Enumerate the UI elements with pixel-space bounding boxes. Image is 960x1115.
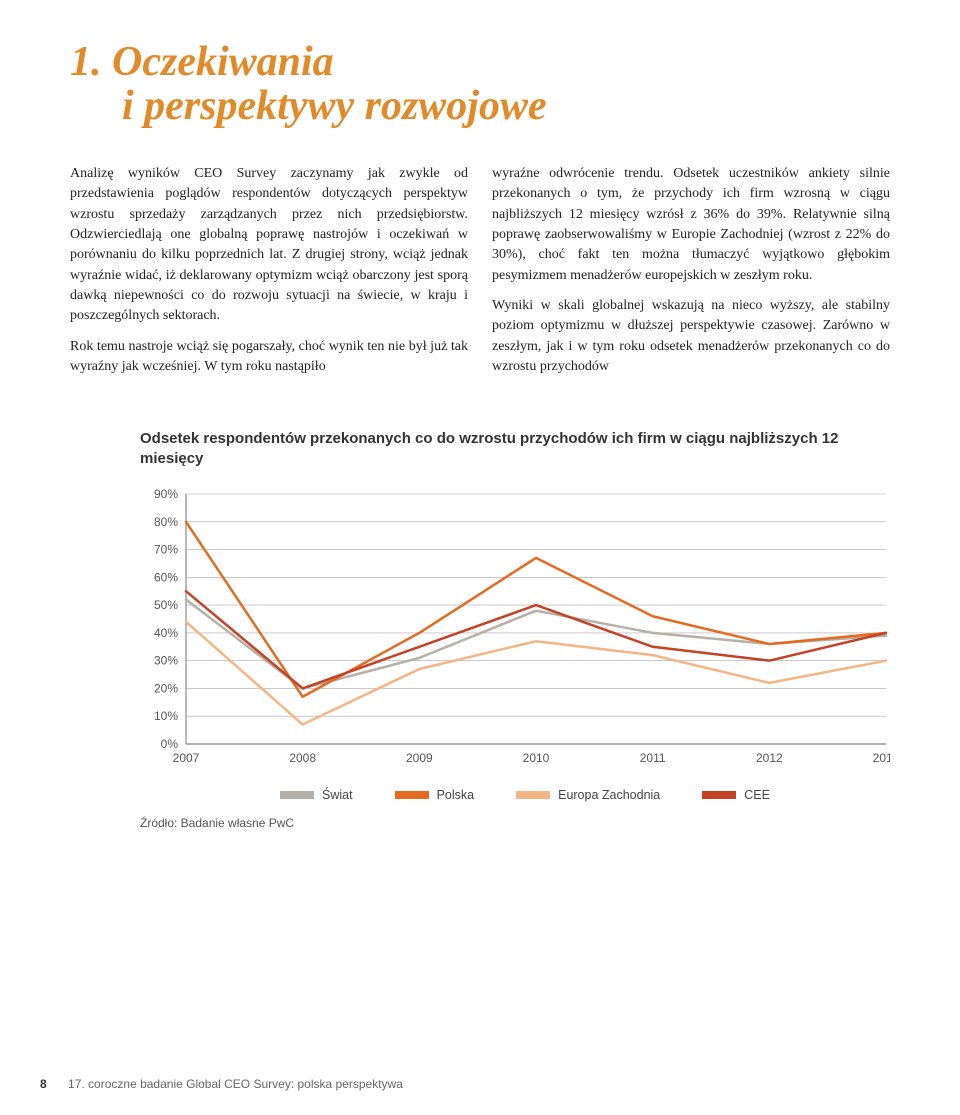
svg-text:80%: 80%: [154, 514, 178, 528]
heading-number: 1.: [70, 39, 102, 85]
svg-text:30%: 30%: [154, 653, 178, 667]
svg-text:2008: 2008: [289, 751, 316, 765]
legend-label: CEE: [744, 788, 770, 802]
legend-swatch: [702, 791, 736, 799]
heading-line-2: i perspektywy rozwojowe: [70, 84, 890, 128]
body-para: Wyniki w skali globalnej wskazują na nie…: [492, 296, 890, 377]
legend-swatch: [516, 791, 550, 799]
chart-title: Odsetek respondentów przekonanych co do …: [140, 429, 890, 470]
svg-text:20%: 20%: [154, 681, 178, 695]
svg-text:2011: 2011: [640, 751, 666, 765]
legend-swatch: [280, 791, 314, 799]
legend-label: Europa Zachodnia: [558, 788, 660, 802]
svg-text:2007: 2007: [173, 751, 200, 765]
legend-swatch: [395, 791, 429, 799]
page-footer: 8 17. coroczne badanie Global CEO Survey…: [40, 1077, 403, 1091]
body-columns: Analizę wyników CEO Survey zaczynamy jak…: [70, 164, 890, 387]
chart-block: Odsetek respondentów przekonanych co do …: [140, 429, 890, 830]
heading-line-1: Oczekiwania: [112, 39, 334, 85]
svg-text:2013: 2013: [873, 751, 890, 765]
legend-label: Świat: [322, 788, 353, 802]
chart-source: Źródło: Badanie własne PwC: [140, 816, 890, 830]
line-chart: 0% 10% 20% 30% 40% 50% 60% 70% 80% 90% 2007 2008 200…: [140, 488, 890, 778]
body-para: Rok temu nastroje wciąż się pogarszały, …: [70, 337, 468, 378]
footer-text: 17. coroczne badanie Global CEO Survey: …: [68, 1077, 403, 1091]
body-column-2: wyraźne odwrócenie trendu. Odsetek uczes…: [492, 164, 890, 387]
page-heading: 1. Oczekiwania i perspektywy rozwojowe: [70, 40, 890, 128]
chart-svg: 0% 10% 20% 30% 40% 50% 60% 70% 80% 90% 2007 2008 200…: [140, 488, 890, 778]
svg-text:2010: 2010: [523, 751, 550, 765]
body-column-1: Analizę wyników CEO Survey zaczynamy jak…: [70, 164, 468, 387]
body-para: wyraźne odwrócenie trendu. Odsetek uczes…: [492, 164, 890, 286]
chart-legend: Świat Polska Europa Zachodnia CEE: [140, 788, 890, 802]
svg-text:50%: 50%: [154, 598, 178, 612]
svg-text:10%: 10%: [154, 709, 178, 723]
svg-text:2012: 2012: [756, 751, 783, 765]
svg-text:40%: 40%: [154, 626, 178, 640]
body-para: Analizę wyników CEO Survey zaczynamy jak…: [70, 164, 468, 326]
page-number: 8: [40, 1077, 47, 1091]
svg-text:0%: 0%: [161, 737, 179, 751]
svg-text:2009: 2009: [406, 751, 433, 765]
svg-text:90%: 90%: [154, 488, 178, 501]
svg-text:70%: 70%: [154, 542, 178, 556]
legend-label: Polska: [437, 788, 475, 802]
svg-text:60%: 60%: [154, 570, 178, 584]
